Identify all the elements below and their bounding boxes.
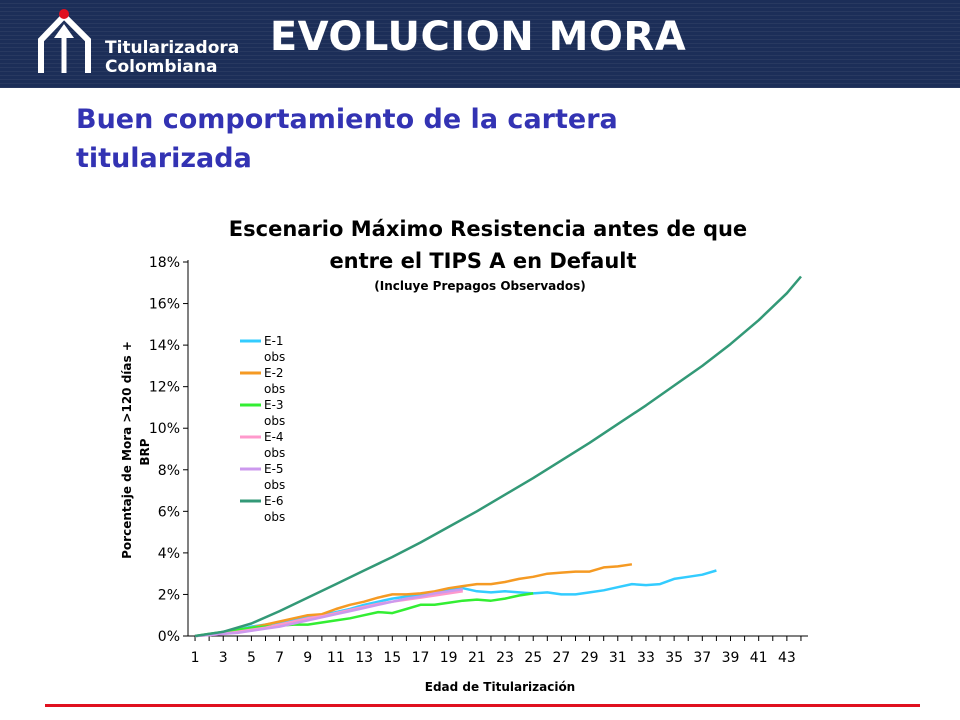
page-title: EVOLUCION MORA bbox=[269, 14, 687, 60]
legend-label: E-2 bbox=[264, 366, 284, 380]
x-tick-label: 35 bbox=[665, 650, 683, 666]
y-tick-label: 6% bbox=[158, 504, 180, 520]
x-tick-label: 11 bbox=[327, 650, 345, 666]
y-tick-label: 14% bbox=[149, 338, 180, 354]
series-line-e-6-obs bbox=[194, 275, 802, 638]
series-line-e-2-obs bbox=[194, 563, 633, 638]
x-tick-label: 17 bbox=[412, 650, 430, 666]
y-tick-label: 4% bbox=[158, 546, 180, 562]
x-tick-label: 13 bbox=[355, 650, 373, 666]
x-tick-label: 15 bbox=[383, 650, 401, 666]
legend-label: E-4 bbox=[264, 430, 284, 444]
footer-divider bbox=[45, 704, 920, 707]
x-tick-label: 1 bbox=[191, 650, 200, 666]
logo-text: Titularizadora Colombiana bbox=[105, 39, 239, 77]
x-tick-label: 23 bbox=[496, 650, 514, 666]
legend-label-suffix: obs bbox=[264, 478, 285, 492]
x-tick-label: 43 bbox=[778, 650, 796, 666]
legend-label-suffix: obs bbox=[264, 414, 285, 428]
x-tick-label: 25 bbox=[524, 650, 542, 666]
x-tick-label: 29 bbox=[581, 650, 599, 666]
series-line-e-5-obs bbox=[194, 588, 463, 638]
x-tick-label: 21 bbox=[468, 650, 486, 666]
subtitle-line-2: titularizada bbox=[76, 143, 252, 174]
x-tick-label: 5 bbox=[247, 650, 256, 666]
legend-label: E-6 bbox=[264, 494, 284, 508]
y-axis-label: Porcentaje de Mora >120 días + bbox=[120, 341, 134, 559]
x-tick-label: 37 bbox=[693, 650, 711, 666]
slide-subtitle: Buen comportamiento de la cartera titula… bbox=[76, 100, 756, 178]
chart-title-line-1: Escenario Máximo Resistencia antes de qu… bbox=[229, 217, 747, 241]
y-tick-label: 10% bbox=[149, 421, 180, 437]
y-axis-label-2: BRP bbox=[138, 438, 152, 465]
logo-line-2: Colombiana bbox=[105, 57, 218, 77]
subtitle-line-1: Buen comportamiento de la cartera bbox=[76, 104, 618, 135]
legend-label: E-3 bbox=[264, 398, 284, 412]
x-tick-label: 7 bbox=[275, 650, 284, 666]
x-tick-label: 9 bbox=[303, 650, 312, 666]
legend-label-suffix: obs bbox=[264, 382, 285, 396]
x-tick-label: 19 bbox=[440, 650, 458, 666]
legend-label: E-1 bbox=[264, 334, 284, 348]
x-tick-label: 27 bbox=[552, 650, 570, 666]
legend-label: E-5 bbox=[264, 462, 284, 476]
y-tick-label: 18% bbox=[149, 255, 180, 271]
chart-title-line-2: entre el TIPS A en Default bbox=[329, 249, 636, 273]
legend-label-suffix: obs bbox=[264, 350, 285, 364]
chart-subtitle: (Incluye Prepagos Observados) bbox=[374, 279, 585, 293]
x-tick-label: 39 bbox=[722, 650, 740, 666]
header-bar: Titularizadora Colombiana EVOLUCION MORA bbox=[0, 0, 960, 88]
x-tick-label: 31 bbox=[609, 650, 627, 666]
legend-label-suffix: obs bbox=[264, 446, 285, 460]
y-tick-label: 16% bbox=[149, 297, 180, 313]
x-tick-label: 3 bbox=[219, 650, 228, 666]
y-tick-label: 0% bbox=[158, 629, 180, 645]
series-line-e-3-obs bbox=[194, 592, 534, 638]
y-tick-label: 2% bbox=[158, 587, 180, 603]
house-arrow-icon bbox=[38, 9, 91, 73]
y-tick-label: 12% bbox=[149, 380, 180, 396]
x-tick-label: 41 bbox=[750, 650, 768, 666]
logo-line-1: Titularizadora bbox=[105, 38, 240, 58]
y-tick-label: 8% bbox=[158, 463, 180, 479]
company-logo: Titularizadora Colombiana bbox=[0, 0, 248, 88]
legend-label-suffix: obs bbox=[264, 510, 285, 524]
x-tick-label: 33 bbox=[637, 650, 655, 666]
x-axis-label: Edad de Titularización bbox=[425, 680, 575, 694]
